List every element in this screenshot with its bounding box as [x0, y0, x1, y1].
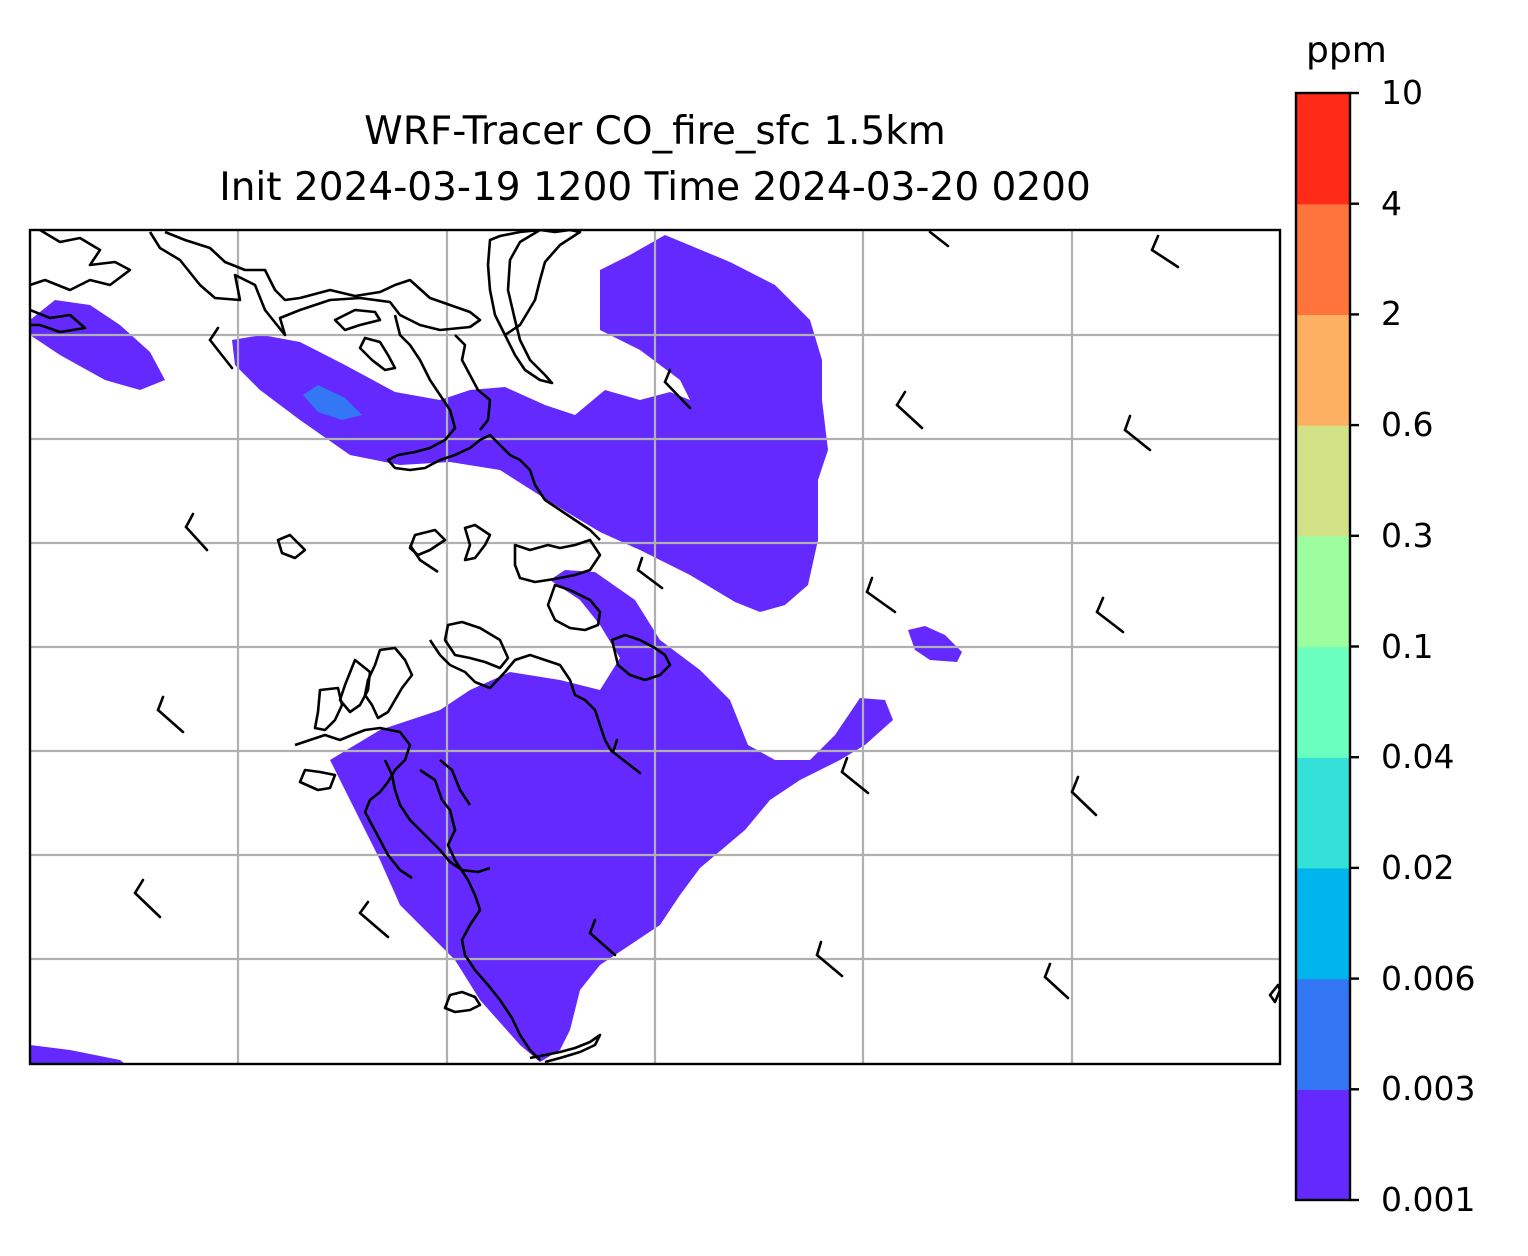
wind-barb — [865, 576, 897, 614]
coastlines — [30, 230, 1280, 1064]
colorbar — [1294, 91, 1359, 1202]
wind-barb — [1070, 775, 1098, 817]
wind-barb — [1123, 414, 1152, 452]
colorbar-band — [1296, 867, 1350, 980]
colorbar-tick-label: 0.006 — [1381, 958, 1476, 998]
wind-barb — [611, 738, 642, 775]
wind-barb — [208, 326, 234, 370]
wind-barb — [1043, 962, 1070, 1000]
map-frame — [28, 228, 1282, 1066]
plume-east-patch — [908, 626, 962, 662]
colorbar-band — [1296, 757, 1350, 869]
wind-barb — [133, 878, 162, 919]
map-gridlines — [30, 230, 1280, 1064]
colorbar-band — [1296, 535, 1350, 648]
wind-barbs — [133, 230, 1180, 1000]
colorbar-band — [1296, 203, 1350, 315]
colorbar-tick-label: 0.001 — [1381, 1180, 1476, 1219]
wind-barb — [840, 756, 870, 795]
colorbar-tick-label: 0.003 — [1381, 1069, 1476, 1109]
colorbar-tick-label: 2 — [1381, 294, 1402, 334]
wind-barb — [588, 918, 617, 957]
wind-barb — [928, 230, 950, 248]
colorbar-unit-label: ppm — [1306, 30, 1387, 71]
map-title-line-1: WRF-Tracer CO_fire_sfc 1.5km — [364, 109, 946, 154]
colorbar-tick-label: 0.6 — [1381, 405, 1434, 445]
colorbar-band — [1296, 93, 1350, 205]
colorbar-tick-label: 0.04 — [1381, 737, 1455, 777]
colorbar-tick-label: 0.3 — [1381, 515, 1434, 555]
wind-barb — [1150, 234, 1180, 269]
wind-barb — [895, 390, 924, 430]
plume-peak-cell — [303, 385, 362, 420]
colorbar-band — [1296, 978, 1350, 1090]
plume-northwest — [30, 300, 165, 390]
wind-barb — [815, 940, 844, 978]
colorbar-tick-label: 0.02 — [1381, 847, 1455, 887]
map-title-line-2: Init 2024-03-19 1200 Time 2024-03-20 020… — [219, 165, 1091, 210]
wind-barb — [184, 512, 209, 552]
tracer-plume-layer — [30, 235, 962, 1064]
colorbar-tick-label: 4 — [1381, 183, 1402, 223]
colorbar-band — [1296, 425, 1350, 537]
wind-barb — [663, 368, 692, 410]
colorbar-band — [1296, 314, 1350, 426]
wind-barb — [358, 900, 390, 939]
wind-barb — [156, 695, 185, 734]
plume-southern-peninsula — [330, 570, 893, 1062]
plume-north-central — [232, 235, 828, 612]
colorbar-band — [1296, 1089, 1350, 1201]
colorbar-tick-label: 10 — [1381, 73, 1423, 112]
wind-barb — [636, 556, 664, 590]
wind-barb — [1095, 596, 1125, 634]
colorbar-tick-label: 0.1 — [1381, 626, 1434, 666]
plume-southwest-corner — [30, 1045, 125, 1064]
colorbar-band — [1296, 646, 1350, 758]
